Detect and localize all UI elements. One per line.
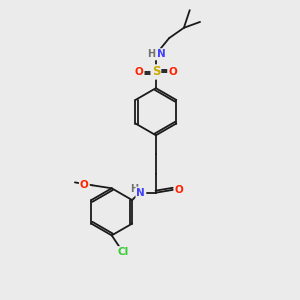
Text: O: O — [135, 67, 143, 77]
Text: H: H — [130, 184, 139, 194]
Text: N: N — [136, 188, 145, 198]
Text: O: O — [168, 67, 177, 77]
Text: O: O — [175, 185, 183, 195]
Text: N: N — [157, 49, 166, 59]
Text: O: O — [80, 180, 89, 190]
Text: Cl: Cl — [118, 247, 129, 257]
Text: S: S — [152, 65, 160, 79]
Text: H: H — [147, 49, 155, 59]
